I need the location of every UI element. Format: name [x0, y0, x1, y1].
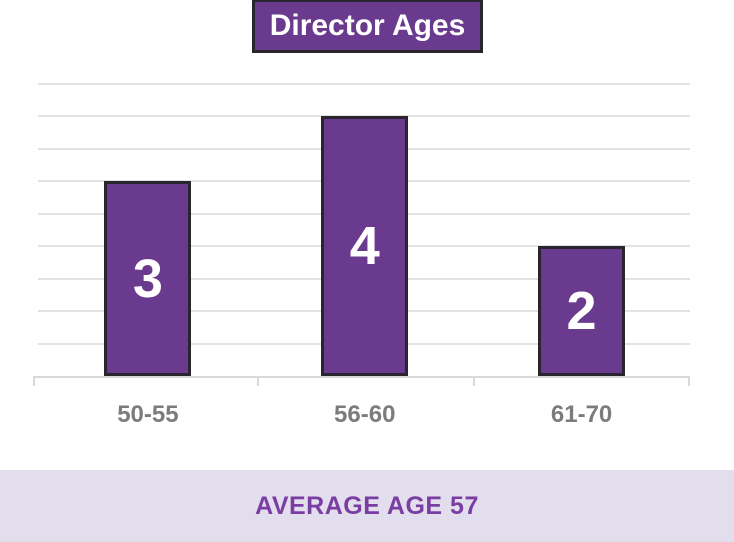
x-axis-tick — [473, 376, 475, 386]
gridline — [38, 82, 690, 85]
bar-value-label: 2 — [566, 281, 597, 341]
average-age-banner: AVERAGE AGE 57 — [0, 470, 734, 542]
bar-50-55: 3 — [104, 181, 192, 376]
x-axis-label: 50-55 — [117, 401, 179, 428]
bar-56-60: 4 — [321, 116, 409, 376]
x-axis-tick — [257, 376, 259, 386]
x-axis-tick — [33, 376, 35, 386]
bar-61-70: 2 — [538, 246, 626, 376]
average-age-text: AVERAGE AGE 57 — [255, 491, 479, 520]
bar-value-label: 4 — [349, 216, 380, 276]
bar-value-label: 3 — [132, 248, 163, 309]
chart-title-box: Director Ages — [252, 0, 483, 53]
chart-title: Director Ages — [269, 9, 466, 42]
x-axis-label: 61-70 — [550, 401, 613, 428]
x-axis-line — [33, 376, 690, 378]
x-axis-tick — [688, 376, 690, 386]
x-axis-label: 56-60 — [334, 401, 396, 428]
bar-chart: 3 4 2 50-55 56-60 61-70 — [33, 82, 690, 428]
